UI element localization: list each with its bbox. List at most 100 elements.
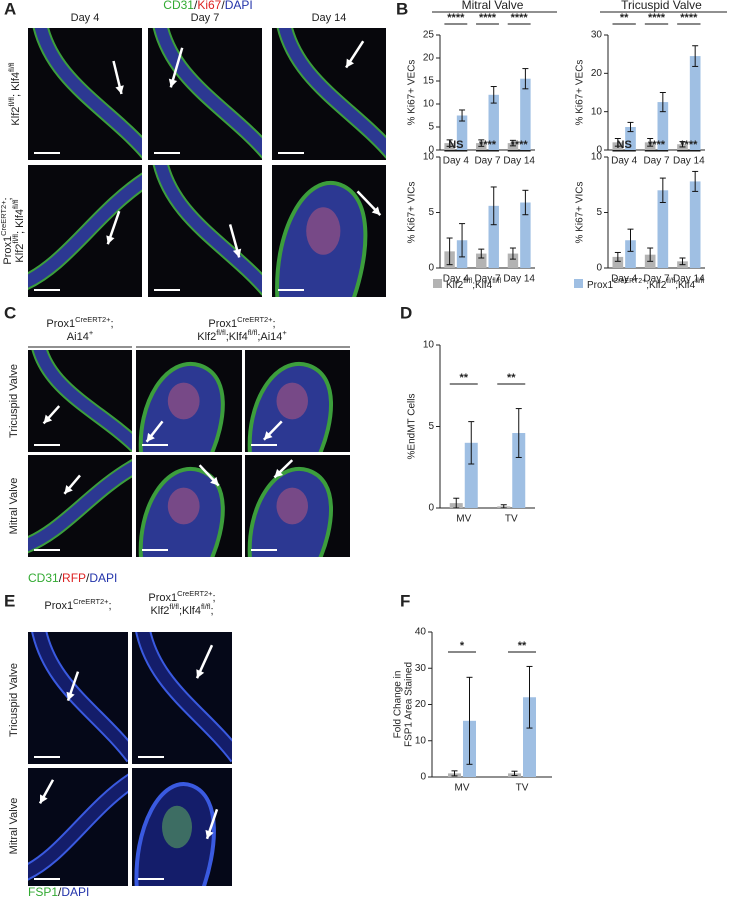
x-tick-label: Day 7 (474, 156, 501, 167)
label: Prox1CreERT2+;Klf2fl/fl;Klf4fl/fl;Ai14+ (197, 315, 287, 343)
y-axis-title: Fold Change in (393, 671, 404, 739)
x-tick-label: TV (516, 783, 529, 794)
label: Prox1CreERT2+;Ai14+ (46, 315, 113, 343)
tissue-body (134, 782, 216, 886)
label-line: Prox1CreERT2+; (44, 597, 111, 612)
label-text: ; Klf4 (14, 209, 26, 234)
y-tick-label: 30 (415, 663, 427, 674)
bar (657, 190, 669, 268)
y-tick-label: 10 (423, 99, 435, 110)
label-line: Mitral Valve (8, 478, 20, 535)
tissue-core (137, 632, 232, 761)
superscript: CreERT2+ (0, 200, 8, 235)
y-tick-label: 10 (591, 106, 603, 117)
y-tick-label: 10 (591, 152, 603, 163)
stain-part: / (59, 571, 63, 585)
label: Klf2fl/fl; Klf4fl/fl (7, 62, 22, 125)
x-tick-label: Day 7 (643, 274, 670, 285)
superscript: fl/fl (7, 97, 16, 107)
significance-label: **** (648, 12, 666, 24)
arrow-head (196, 669, 205, 679)
x-tick-label: Day 4 (443, 274, 470, 285)
y-tick-label: 15 (423, 76, 435, 87)
legend-label: Prox1CreERT2+;Klf2fl/fl;Klf4fl/fl (587, 278, 705, 291)
bar (657, 102, 669, 150)
significance-label: **** (680, 139, 698, 151)
significance-label: * (460, 640, 465, 652)
tissue (31, 350, 132, 452)
arrow-head (232, 248, 242, 258)
label-line: Prox1CreERT2+; (208, 315, 275, 330)
arrow-head (40, 794, 48, 804)
stain-part: / (221, 0, 225, 12)
x-tick-label: MV (455, 783, 470, 794)
stain-part: / (58, 885, 62, 899)
label-text: ;Klf4 (179, 605, 201, 617)
label-text: Prox1 (46, 318, 75, 330)
chart-title: Tricuspid Valve (621, 0, 702, 12)
significance-label: ** (518, 640, 527, 652)
x-tick-label: Day 4 (443, 156, 470, 167)
arrow-head (263, 431, 273, 440)
superscript: CreERT2+ (73, 597, 108, 606)
label: Mitral Valve (8, 478, 20, 535)
tissue-accent (162, 805, 192, 849)
significance-label: ** (507, 372, 516, 384)
y-tick-label: 0 (428, 503, 434, 514)
label-text: Ai14 (67, 331, 89, 343)
stain-part: RFP (62, 571, 86, 585)
arrow-head (210, 476, 219, 486)
panel-label: A (4, 0, 16, 18)
label: Prox1CreERT2+; (44, 597, 111, 612)
x-tick-label: Day 14 (503, 156, 535, 167)
arrow-head (64, 484, 73, 494)
label-text: ; Klf4 (10, 72, 22, 97)
stain-part: Ki67 (197, 0, 221, 12)
label-text: Prox1 (587, 280, 614, 291)
bar (625, 127, 636, 150)
stain-label: CD31/RFP/DAPI (28, 571, 117, 585)
tissue (152, 28, 262, 159)
label-line: Prox1CreERT2+; (0, 197, 14, 264)
legend-label: Klf2fl/fl;Klf4fl/fl (446, 278, 502, 291)
stain-label: FSP1/DAPI (28, 885, 89, 899)
label-line: Ai14+ (67, 328, 93, 343)
bar (476, 253, 487, 268)
tissue (275, 181, 368, 297)
x-tick-label: Day 4 (611, 156, 638, 167)
significance-label: ** (459, 372, 468, 384)
tissue (28, 773, 128, 881)
panel-label: F (400, 591, 410, 610)
label-text: ;Klf4 (472, 280, 492, 291)
label-text: ; (111, 318, 114, 330)
y-tick-label: 5 (428, 122, 434, 133)
label-text: ;Ai14 (257, 331, 282, 343)
tissue-accent (306, 207, 341, 255)
y-tick-label: 10 (423, 340, 435, 351)
label-text: Tricuspid Valve (8, 364, 20, 438)
label-text: ; (211, 605, 214, 617)
label-text: ;Klf4 (226, 331, 248, 343)
significance-label: NS (617, 139, 632, 151)
superscript: fl/fl (492, 278, 501, 285)
arrow-head (146, 432, 155, 442)
stain-label: CD31/Ki67/DAPI (163, 0, 252, 12)
bar (507, 143, 519, 150)
y-axis-title: % Ki67+ VICs (575, 182, 586, 244)
y-tick-label: 0 (596, 263, 602, 274)
tissue-core (28, 775, 128, 879)
label-text: ; (109, 600, 112, 612)
column-header: Day 7 (191, 12, 220, 24)
tissue (32, 28, 142, 159)
bar (512, 433, 526, 508)
x-tick-label: TV (505, 514, 518, 525)
arrow-head (346, 58, 355, 68)
y-tick-label: 30 (591, 30, 603, 41)
y-axis-title: %EndMT Cells (407, 394, 418, 460)
y-axis-title: % Ki67+ VECs (407, 60, 418, 126)
label-text: Klf2 (14, 244, 26, 263)
tissue-body (138, 466, 225, 557)
label-text: Tricuspid Valve (8, 663, 20, 737)
panel-label: E (4, 591, 15, 610)
tissue-core (33, 350, 132, 451)
